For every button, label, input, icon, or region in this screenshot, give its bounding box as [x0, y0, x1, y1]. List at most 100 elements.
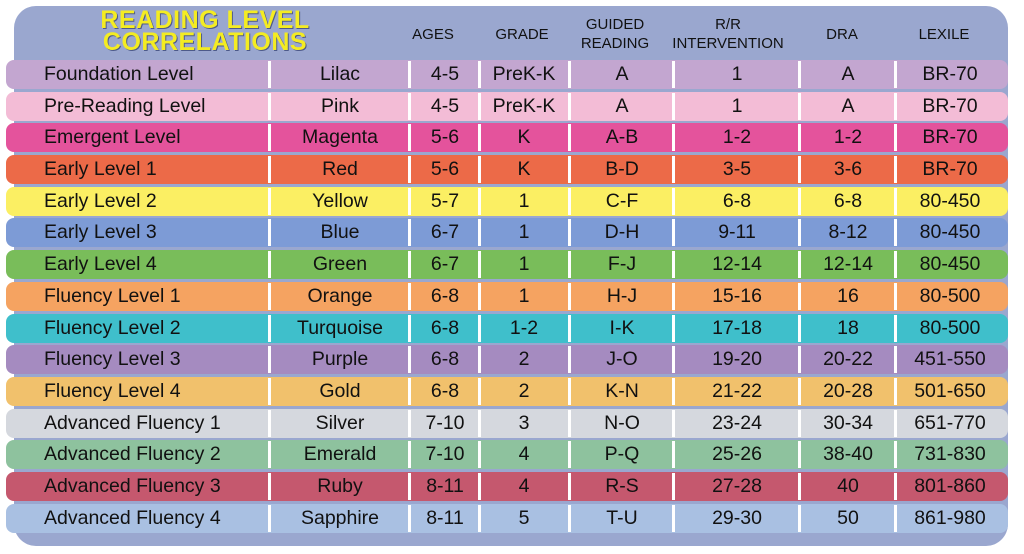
color-cell: Orange — [307, 284, 373, 307]
table-row: Advanced Fluency 3 Ruby 8-11 4 R-S 27-28 40 801… — [6, 471, 1008, 501]
ages-cell: 4-5 — [430, 63, 460, 85]
dra-cell: A — [841, 63, 855, 85]
column-divider — [894, 187, 897, 215]
table-row: Pre-Reading Level Pink 4-5 PreK-K A 1 A BR-70 — [6, 91, 1008, 121]
column-divider — [478, 377, 481, 405]
dra-cell: 1-2 — [833, 126, 863, 149]
rr-cell: 1 — [731, 63, 743, 85]
column-divider — [268, 441, 271, 469]
lexile-cell: BR-70 — [922, 126, 978, 149]
grade-cell: 1 — [518, 221, 530, 244]
level-cell: Fluency Level 2 — [44, 316, 181, 339]
grade-cell: 4 — [518, 443, 530, 466]
rr-cell: 3-5 — [722, 158, 752, 181]
level-cell: Emergent Level — [44, 126, 181, 149]
color-cell: Pink — [321, 94, 359, 117]
column-divider — [672, 124, 675, 152]
column-divider — [798, 251, 801, 279]
level-cell: Early Level 1 — [44, 158, 157, 181]
guided-cell: C-F — [605, 189, 639, 212]
column-divider — [798, 409, 801, 437]
color-cell: Sapphire — [300, 506, 380, 529]
ages-cell: 6-7 — [430, 253, 460, 276]
column-divider — [408, 92, 411, 120]
guided-cell: F-J — [607, 253, 637, 276]
column-divider — [894, 282, 897, 310]
level-cell: Early Level 3 — [44, 221, 157, 244]
color-cell: Gold — [319, 379, 361, 402]
table-row: Early Level 1 Red 5-6 K B-D 3-5 3-6 BR-70 — [6, 155, 1008, 185]
lexile-cell: 80-450 — [919, 189, 981, 212]
column-divider — [478, 187, 481, 215]
level-cell: Early Level 2 — [44, 189, 157, 212]
guided-cell: N-O — [604, 411, 640, 434]
rr-cell: 25-26 — [712, 443, 762, 466]
column-divider — [478, 441, 481, 469]
ages-cell: 6-7 — [430, 221, 460, 244]
column-divider — [478, 504, 481, 532]
column-divider — [408, 472, 411, 500]
column-divider — [894, 61, 897, 88]
dra-cell: 3-6 — [833, 158, 863, 181]
dra-cell: 16 — [837, 284, 859, 307]
table-row: Advanced Fluency 4 Sapphire 8-11 5 T-U 29-30 5… — [6, 503, 1008, 533]
column-divider — [672, 472, 675, 500]
column-divider — [568, 441, 571, 469]
grade-cell: 1-2 — [509, 316, 539, 339]
table-row: Emergent Level Magenta 5-6 K A-B 1-2 1-2 BR-70 — [6, 123, 1008, 153]
column-divider — [894, 156, 897, 184]
lexile-cell: BR-70 — [922, 158, 978, 181]
column-divider — [268, 92, 271, 120]
level-cell: Fluency Level 1 — [44, 284, 181, 307]
column-divider — [798, 61, 801, 88]
column-divider — [268, 156, 271, 184]
lexile-cell: 80-500 — [919, 316, 981, 339]
column-divider — [894, 504, 897, 532]
color-cell: Ruby — [317, 474, 363, 497]
rr-cell: 21-22 — [712, 379, 762, 402]
color-cell: Purple — [311, 348, 369, 371]
column-divider — [408, 377, 411, 405]
column-divider — [894, 472, 897, 500]
column-divider — [568, 187, 571, 215]
column-divider — [268, 187, 271, 215]
ages-cell: 8-11 — [426, 474, 464, 497]
correlation-rows: Foundation Level Lilac 4-5 PreK-K A 1 A BR-70 Pr… — [6, 60, 1008, 535]
column-divider — [568, 251, 571, 279]
title-line-1: READING LEVEL — [100, 6, 310, 34]
table-row: Fluency Level 3 Purple 6-8 2 J-O 19-20 20-22 45… — [6, 345, 1008, 375]
column-divider — [798, 187, 801, 215]
rr-cell: 17-18 — [712, 316, 762, 339]
grade-cell: 1 — [518, 284, 530, 307]
dra-cell: 30-34 — [823, 411, 873, 434]
column-divider — [478, 282, 481, 310]
rr-cell: 1-2 — [722, 126, 752, 149]
column-divider — [798, 282, 801, 310]
level-cell: Early Level 4 — [44, 253, 157, 276]
column-divider — [478, 346, 481, 374]
column-divider — [672, 441, 675, 469]
rr-cell: 23-24 — [712, 411, 762, 434]
guided-cell: T-U — [606, 506, 638, 529]
grade-cell: 5 — [518, 506, 530, 529]
grade-cell: PreK-K — [492, 94, 556, 117]
color-cell: Yellow — [312, 189, 368, 212]
column-divider — [798, 156, 801, 184]
column-divider — [672, 377, 675, 405]
column-divider — [268, 472, 271, 500]
dra-cell: 38-40 — [823, 443, 873, 466]
rr-cell: 29-30 — [712, 506, 762, 529]
column-divider — [568, 61, 571, 88]
column-divider — [268, 346, 271, 374]
level-cell: Advanced Fluency 3 — [44, 474, 221, 497]
dra-cell: 12-14 — [823, 253, 873, 276]
rr-cell: 27-28 — [712, 474, 762, 497]
column-divider — [268, 377, 271, 405]
column-divider — [478, 124, 481, 152]
ages-cell: 7-10 — [425, 443, 465, 466]
header-guided-reading: GUIDED READING — [572, 12, 658, 56]
page-title: READING LEVEL CORRELATIONS — [60, 6, 350, 55]
column-divider — [568, 219, 571, 247]
column-divider — [672, 409, 675, 437]
ages-cell: 7-10 — [425, 411, 465, 434]
